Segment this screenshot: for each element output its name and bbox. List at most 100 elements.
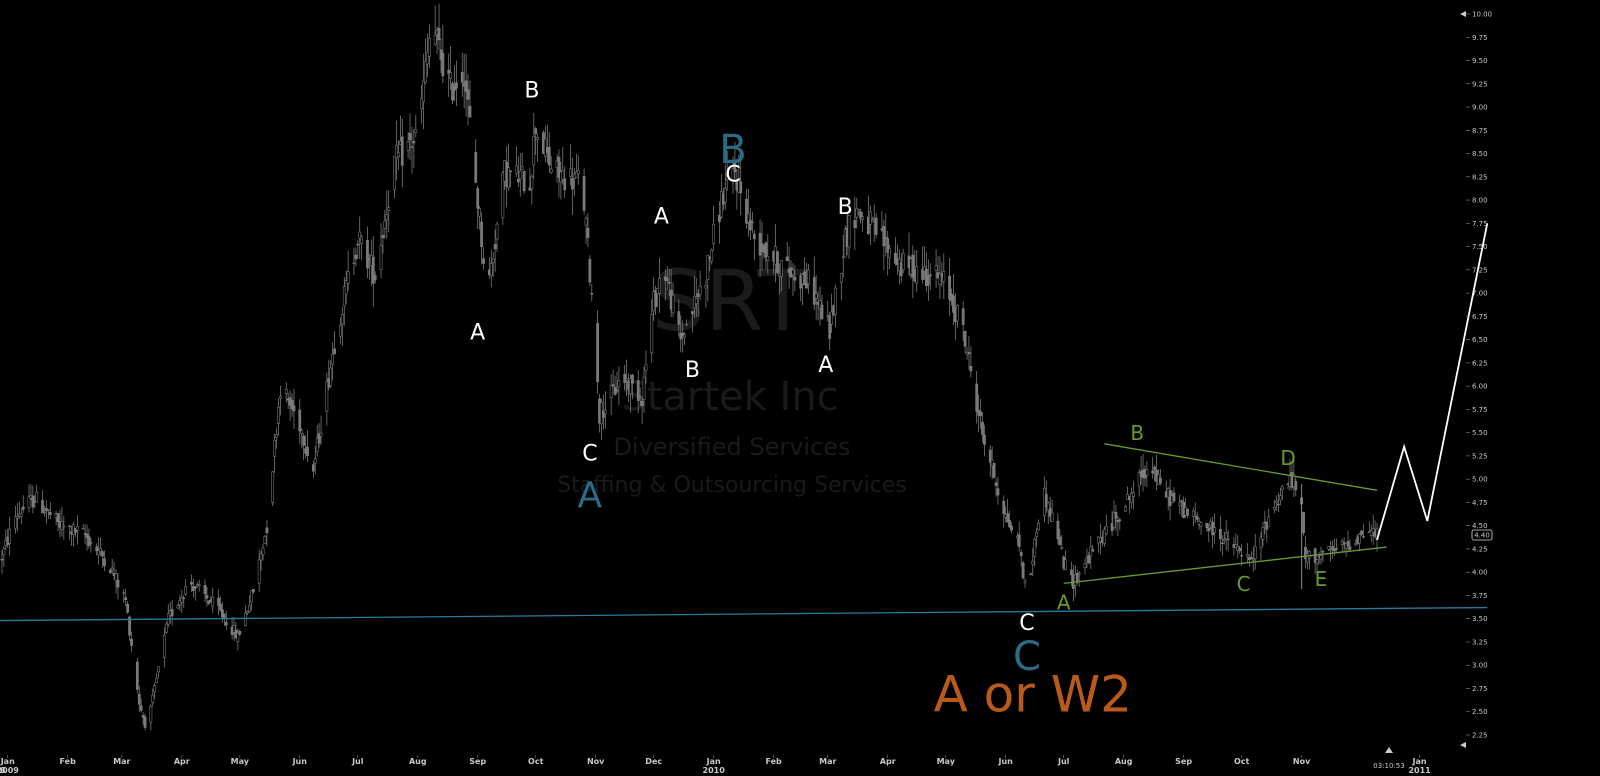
candle [184,579,188,596]
candle [507,143,511,191]
candle [847,214,851,259]
candle [455,60,458,107]
axis-bottom-arrow-icon[interactable] [1460,742,1466,748]
candle [807,263,810,294]
candle [101,549,104,569]
candle [1342,537,1346,553]
axis-top-arrow-icon[interactable] [1460,11,1466,17]
candle [273,434,276,473]
candle [884,213,888,257]
candle [300,428,304,449]
candle [279,385,282,416]
candle [414,114,418,138]
candle [667,268,671,297]
candle [1172,487,1176,503]
candle [576,155,580,185]
candle [135,658,139,694]
month-label: May [937,757,956,766]
candle [76,515,79,545]
candle [114,569,118,594]
month-label: Apr [174,757,190,766]
candle [631,373,634,400]
candle [122,589,126,603]
month-label: Oct [1234,757,1250,766]
candle [453,65,456,102]
candle [948,258,951,317]
candle [1259,532,1263,561]
candle [489,249,493,288]
month-label: Oct [528,757,544,766]
candle [164,621,168,634]
candle [143,713,147,731]
candle [1354,539,1358,547]
price-tick-label: 8.75 [1472,127,1488,135]
candle [963,330,967,353]
candle [97,537,100,565]
candle [563,166,567,199]
candle [569,144,572,186]
last-price-badge: 4.40 [1471,529,1493,541]
price-tick-label: 3.50 [1472,615,1488,623]
candle [1207,523,1211,543]
scroll-marker-icon[interactable] [1385,747,1393,753]
candle [329,360,333,388]
candle [85,524,89,551]
wave-label: D [1280,446,1295,470]
support-line[interactable] [0,606,1488,622]
candle [803,257,806,286]
candle [139,698,143,713]
candle [103,550,106,572]
time-axis[interactable]: 8Jan2009FebMarAprMayJunJulAugSepOctNovDe… [0,755,1431,775]
candle [625,359,628,397]
candle [901,248,905,274]
watermark-company: Startek Inc [621,374,838,420]
candle [615,371,619,394]
triangle-lower-line[interactable] [1063,546,1387,585]
candle [712,206,716,251]
candle [994,478,998,497]
candle [358,216,362,259]
candle [952,273,955,325]
candle [1077,570,1081,587]
candle [557,149,561,198]
price-tick-label: 9.00 [1472,104,1488,112]
candle [366,226,369,279]
candle [1104,514,1108,536]
candle [955,304,959,328]
candle [141,712,145,725]
candle [926,259,930,301]
candle [317,423,321,448]
candle [1327,546,1331,551]
candle [691,310,694,333]
candle [302,433,305,461]
wave-label: A [1057,590,1071,614]
candle [855,197,859,229]
candle [333,331,336,355]
triangle-upper-line[interactable] [1104,443,1378,491]
candle [412,129,416,169]
candle [747,188,750,237]
candle [108,568,112,575]
candle [1118,517,1122,531]
candle [1302,511,1305,536]
candle [356,239,360,260]
candle [518,153,522,197]
candle [385,190,389,239]
candle [1220,535,1224,556]
candle [354,247,358,267]
candle [725,150,729,191]
candle [839,272,843,301]
price-tick-label: 2.25 [1472,732,1488,740]
candle [478,205,481,230]
candle [47,509,50,519]
projection-path[interactable] [1376,223,1489,540]
candle [1102,526,1106,547]
candle [466,74,470,126]
candle [244,605,247,627]
candle [1294,477,1298,497]
candle [547,132,551,173]
price-axis[interactable]: 2.25 2.50 2.75 3.00 3.25 3.50 3.75 4.00 4.25 4.50… [1466,11,1492,740]
candle [859,208,862,224]
month-label: Jan [1412,757,1427,766]
